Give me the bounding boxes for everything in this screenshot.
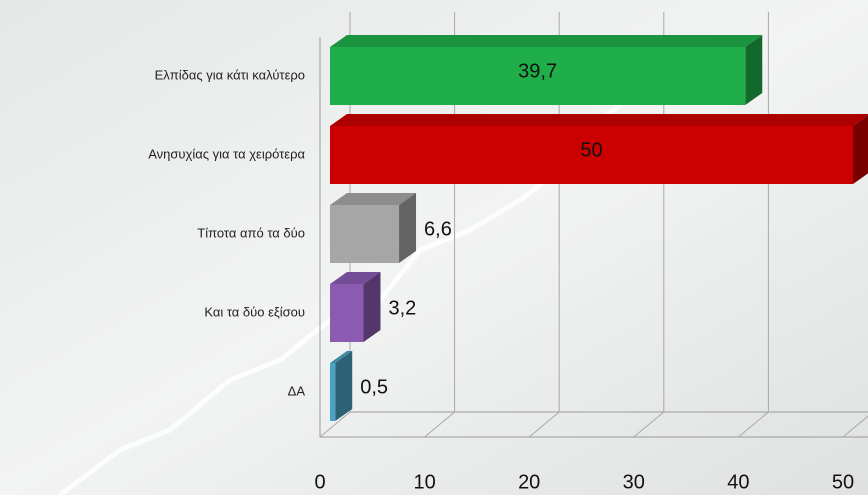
value-label: 39,7 [518,60,557,82]
bar-top [330,35,762,47]
bar-top [330,114,868,126]
value-label: 0,5 [360,376,388,398]
y-tick-label: Και τα δύο εξίσου [204,304,305,319]
bar [330,284,363,342]
y-tick-label: Ανησυχίας για τα χειρότερα [148,146,305,161]
chart: 0 10 20 30 40 50 39,7 Ελπίδας για κάτι καλύτερο… [0,0,868,495]
bar-side [335,351,352,421]
x-tick-label: 30 [623,471,645,493]
x-tick-label: 10 [413,471,435,493]
bar-side [399,193,416,263]
x-tick-label: 20 [518,471,540,493]
bar-side [363,272,380,342]
x-tick-label: 0 [314,471,325,493]
x-tick-label: 40 [727,471,749,493]
bar-side [853,114,868,184]
y-tick-label: Ελπίδας για κάτι καλύτερο [155,67,305,82]
y-tick-label: Τίποτα από τα δύο [197,225,305,240]
value-label: 50 [580,139,602,161]
x-tick-label: 50 [832,471,854,493]
value-label: 3,2 [388,297,416,319]
value-label: 6,6 [424,218,452,240]
y-tick-label: ΔΑ [288,383,306,398]
bar [330,205,399,263]
bar [330,363,335,421]
bar-side [745,35,762,105]
